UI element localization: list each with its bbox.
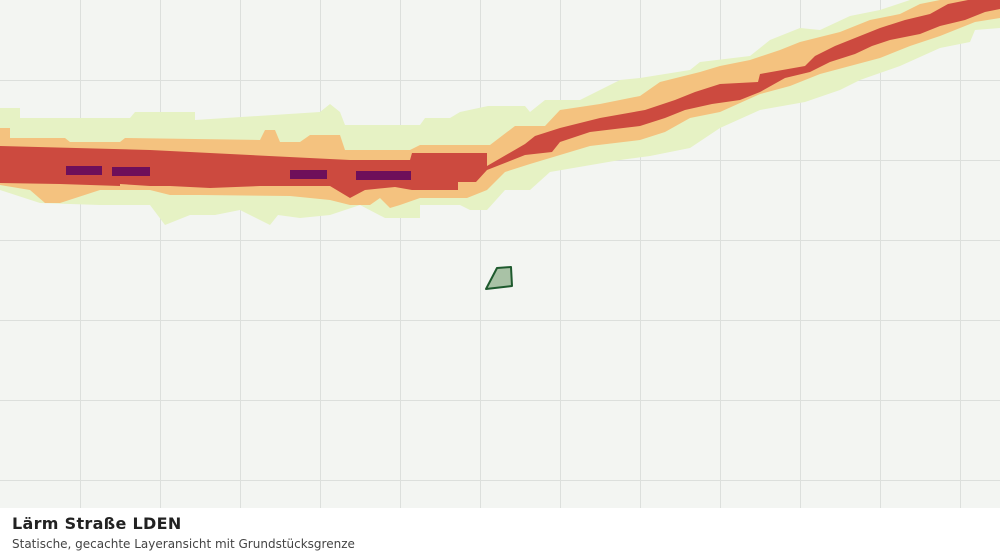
caption-title: Lärm Straße LDEN bbox=[12, 514, 182, 533]
map-view bbox=[0, 0, 1000, 508]
caption: Lärm Straße LDEN Statische, gecachte Lay… bbox=[0, 508, 1000, 560]
noise-patch bbox=[112, 167, 150, 176]
noise-zone-very-high bbox=[66, 166, 411, 180]
noise-zone-high bbox=[0, 0, 1000, 198]
parcel-boundary[interactable] bbox=[485, 266, 513, 290]
caption-subtitle: Statische, gecachte Layeransicht mit Gru… bbox=[12, 537, 355, 551]
noise-patch bbox=[356, 171, 411, 180]
noise-patch bbox=[66, 166, 102, 175]
noise-patch bbox=[290, 170, 327, 179]
